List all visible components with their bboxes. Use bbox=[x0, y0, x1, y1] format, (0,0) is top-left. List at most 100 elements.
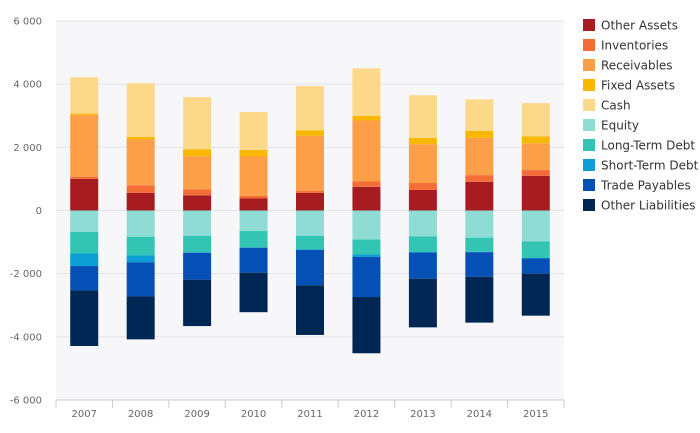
y-tick-label: -6 000 bbox=[10, 396, 42, 407]
legend-swatch bbox=[583, 59, 595, 71]
bar-segment bbox=[183, 97, 212, 150]
bar-segment bbox=[70, 77, 99, 114]
bar-segment bbox=[126, 192, 155, 211]
x-tick-label: 2012 bbox=[354, 409, 379, 420]
bar-segment bbox=[352, 297, 381, 354]
bar-segment bbox=[126, 136, 155, 140]
bar-segment bbox=[296, 190, 324, 193]
y-tick-label: 4 000 bbox=[13, 80, 42, 91]
legend-label: Trade Payables bbox=[600, 179, 691, 193]
bar-segment bbox=[465, 130, 494, 138]
bar-segment bbox=[465, 237, 494, 252]
legend-item: Other Liabilities bbox=[583, 199, 696, 213]
bar-segment bbox=[352, 181, 381, 187]
x-tick-label: 2014 bbox=[467, 409, 492, 420]
legend-swatch bbox=[583, 19, 595, 31]
legend-label: Equity bbox=[601, 119, 639, 133]
legend-label: Other Assets bbox=[601, 19, 678, 33]
bar-segment bbox=[521, 136, 550, 144]
bar-segment bbox=[408, 95, 437, 138]
bar-segment bbox=[408, 189, 437, 211]
bar-segment bbox=[239, 198, 268, 211]
bar-segment bbox=[70, 178, 99, 211]
bar-segment bbox=[183, 210, 212, 236]
bar-segment bbox=[183, 279, 212, 327]
bar-segment bbox=[296, 285, 324, 335]
bar-segment bbox=[70, 113, 99, 115]
bar-segment bbox=[521, 143, 550, 171]
legend-item: Equity bbox=[583, 119, 639, 133]
legend-item: Short-Term Debt bbox=[583, 159, 699, 173]
legend-swatch bbox=[583, 199, 595, 211]
legend-swatch bbox=[583, 159, 595, 171]
bar-segment bbox=[521, 257, 550, 259]
x-tick-label: 2009 bbox=[184, 409, 209, 420]
bar-segment bbox=[521, 210, 550, 242]
legend-label: Inventories bbox=[601, 39, 668, 53]
legend-swatch bbox=[583, 179, 595, 191]
bar-segment bbox=[352, 256, 381, 298]
bar-segment bbox=[70, 114, 99, 177]
bar-segment bbox=[465, 276, 494, 323]
legend-swatch bbox=[583, 79, 595, 91]
bar-segment bbox=[296, 249, 324, 286]
bar-segment bbox=[239, 247, 268, 273]
bar-segment bbox=[465, 137, 494, 176]
bar-segment bbox=[352, 68, 381, 116]
bar-segment bbox=[70, 253, 99, 267]
bar-segment bbox=[126, 236, 155, 256]
bar-segment bbox=[70, 210, 99, 232]
legend-item: Fixed Assets bbox=[583, 79, 675, 93]
bar-segment bbox=[521, 258, 550, 274]
bar-segment bbox=[70, 266, 99, 291]
legend-item: Inventories bbox=[583, 39, 668, 53]
bar-segment bbox=[126, 262, 155, 297]
bar-segment bbox=[465, 252, 494, 277]
bar-segment bbox=[239, 149, 268, 157]
bar-segment bbox=[183, 156, 212, 190]
bar-segment bbox=[352, 210, 381, 240]
bar-segment bbox=[465, 210, 494, 238]
bar-segment bbox=[183, 195, 212, 211]
bar-segment bbox=[408, 236, 437, 253]
bar-segment bbox=[126, 139, 155, 186]
x-tick-label: 2008 bbox=[128, 409, 153, 420]
legend-swatch bbox=[583, 119, 595, 131]
bar-segment bbox=[296, 210, 324, 236]
bar-segment bbox=[296, 192, 324, 211]
x-tick-label: 2013 bbox=[410, 409, 435, 420]
bar-segment bbox=[521, 273, 550, 316]
legend-item: Long-Term Debt bbox=[583, 139, 695, 153]
legend-label: Fixed Assets bbox=[601, 79, 675, 93]
bar-segment bbox=[70, 290, 99, 346]
y-tick-label: 0 bbox=[36, 206, 42, 217]
bar-segment bbox=[296, 235, 324, 250]
bar-segment bbox=[239, 272, 268, 313]
bar-segment bbox=[296, 249, 324, 250]
bar-segment bbox=[408, 278, 437, 328]
legend-item: Receivables bbox=[583, 59, 673, 73]
legend-item: Cash bbox=[583, 99, 631, 113]
bar-segment bbox=[352, 239, 381, 255]
legend-label: Cash bbox=[601, 99, 631, 113]
bar-segment bbox=[70, 231, 99, 254]
bar-segment bbox=[183, 149, 212, 157]
bar-segment bbox=[465, 99, 494, 131]
legend-label: Short-Term Debt bbox=[601, 159, 699, 173]
bar-segment bbox=[408, 210, 437, 237]
x-tick-label: 2010 bbox=[241, 409, 266, 420]
bar-segment bbox=[183, 252, 212, 280]
bar-segment bbox=[408, 183, 437, 190]
bar-segment bbox=[126, 296, 155, 340]
bar-segment bbox=[408, 137, 437, 145]
bar-segment bbox=[521, 103, 550, 137]
bar-segment bbox=[352, 120, 381, 182]
bar-segment bbox=[521, 175, 550, 211]
bar-segment bbox=[408, 252, 437, 279]
bar-segment bbox=[126, 210, 155, 237]
bar-segment bbox=[352, 254, 381, 257]
bar-segment bbox=[70, 176, 99, 179]
bar-segment bbox=[239, 111, 268, 150]
